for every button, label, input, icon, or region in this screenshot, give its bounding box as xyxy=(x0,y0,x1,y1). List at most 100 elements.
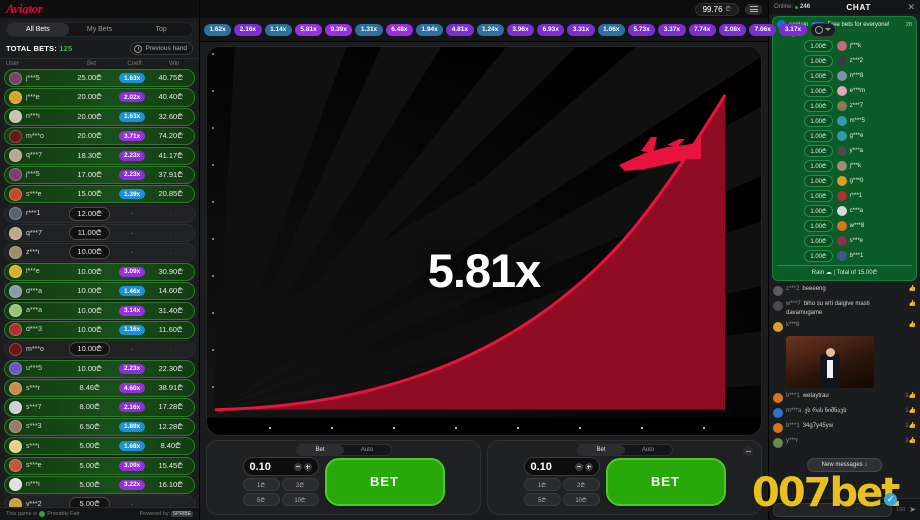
chat-input[interactable] xyxy=(773,502,893,517)
table-row[interactable]: s***e 5.00₾ 3.09x 15.45₾ xyxy=(4,456,195,475)
table-row[interactable]: s***i 5.00₾ 1.68x 8.40₾ xyxy=(4,437,195,456)
like-icon[interactable]: 👍 xyxy=(908,322,916,328)
bet-button[interactable]: BET xyxy=(324,457,445,506)
bet-mode-switch[interactable]: Bet Auto xyxy=(295,444,392,456)
quick-amount-button[interactable]: 2₾ xyxy=(562,478,600,491)
chat-messages[interactable]: z***2 beeeeng 👍 w***7 biho su erti daigive m… xyxy=(769,281,920,498)
table-row[interactable]: l***e 10.00₾ 3.09x 30.90₾ xyxy=(4,262,195,281)
table-row[interactable]: r***1 12.00₾ · · xyxy=(4,204,195,223)
mode-bet[interactable]: Bet xyxy=(296,445,344,455)
rain-user-name: g***0 xyxy=(849,177,864,184)
like-icon[interactable]: 1👍 xyxy=(905,423,916,429)
table-row[interactable]: s***3 6.50₾ 1.89x 12.28₾ xyxy=(4,417,195,436)
like-icon[interactable]: 1👍 xyxy=(905,438,916,444)
tab-my-bets[interactable]: My Bets xyxy=(86,26,113,33)
bet-amount-input[interactable]: 0.10 xyxy=(523,457,600,476)
burger-menu-icon[interactable] xyxy=(745,3,762,15)
quick-amount-button[interactable]: 10₾ xyxy=(281,493,319,506)
table-row[interactable]: m***o 20.00₾ 3.71x 74.20₾ xyxy=(4,127,195,146)
table-row[interactable]: n***i 20.00₾ 1.63x 32.60₾ xyxy=(4,107,195,126)
bet-button[interactable]: BET xyxy=(605,457,726,506)
table-row[interactable]: s***e 15.00₾ 1.39x 20.85₾ xyxy=(4,185,195,204)
bets-table-body[interactable]: j***5 25.00₾ 1.63x 40.75₾ j***e 20.00₾ 2.02x 40… xyxy=(0,69,199,507)
bet-mode-switch[interactable]: Bet Auto xyxy=(576,444,673,456)
avatar xyxy=(9,129,22,143)
like-icon[interactable]: 👍 xyxy=(908,286,916,292)
bet-card-options-icon[interactable] xyxy=(743,446,753,456)
history-chip[interactable]: 5.73x xyxy=(627,23,656,36)
table-row[interactable]: v***2 5.00₾ · · xyxy=(4,495,195,507)
table-row[interactable]: q***7 11.00₾ · · xyxy=(4,224,195,243)
history-chip[interactable]: 1.94x xyxy=(415,23,444,36)
table-row[interactable]: m***o 10.00₾ · · xyxy=(4,340,195,359)
history-chip[interactable]: 9.39x xyxy=(325,23,353,36)
table-row[interactable]: q***7 18.30₾ 2.23x 41.17₾ xyxy=(4,146,195,165)
minus-icon[interactable] xyxy=(293,462,302,471)
table-row[interactable]: j***e 20.00₾ 2.02x 40.40₾ xyxy=(4,88,195,107)
mode-auto[interactable]: Auto xyxy=(641,447,655,453)
history-chip[interactable]: 5.81x xyxy=(294,23,323,36)
provably-fair[interactable]: This game is Provably Fair xyxy=(6,511,80,517)
plus-icon[interactable] xyxy=(303,462,312,471)
table-row[interactable]: z***i 10.00₾ · · xyxy=(4,243,195,262)
quick-amount-button[interactable]: 5₾ xyxy=(242,493,280,506)
chat-panel: Online: 246 CHAT ✕ captain new Free bets… xyxy=(768,0,920,520)
table-row[interactable]: s***r 8.46₾ 4.60x 38.91₾ xyxy=(4,379,195,398)
history-chip[interactable]: 3.37x xyxy=(658,23,686,36)
table-row[interactable]: s***7 8.00₾ 2.16x 17.28₾ xyxy=(4,398,195,417)
send-icon[interactable]: ➤ xyxy=(909,505,916,514)
history-chip[interactable]: 3.96x xyxy=(506,23,535,36)
like-icon[interactable]: 1👍 xyxy=(905,393,916,399)
history-chip[interactable]: 2.16x xyxy=(234,23,262,36)
table-row[interactable]: a***a 10.00₾ 3.14x 31.40₾ xyxy=(4,301,195,320)
mode-auto[interactable]: Auto xyxy=(360,447,374,453)
history-chip[interactable]: 3.17x xyxy=(779,23,807,36)
bet-coefficient: 3.71x xyxy=(113,131,152,142)
balance-currency: ₾ xyxy=(725,5,731,13)
history-chip[interactable]: 1.24x xyxy=(476,23,504,36)
plus-icon[interactable] xyxy=(584,462,593,471)
previous-hand-button[interactable]: Previous hand xyxy=(130,42,193,55)
history-chip[interactable]: 1.31x xyxy=(355,23,383,36)
history-chip[interactable]: 1.06x xyxy=(597,23,625,36)
history-chip[interactable]: 6.93x xyxy=(537,23,565,36)
bet-coefficient: 3.22x xyxy=(113,479,152,490)
rain-user: g***e xyxy=(836,130,885,141)
close-icon[interactable]: ✕ xyxy=(907,1,915,12)
history-chip[interactable]: 4.81x xyxy=(446,23,474,36)
quick-amount-button[interactable]: 2₾ xyxy=(281,478,319,491)
table-row[interactable]: d***3 10.00₾ 1.16x 11.60₾ xyxy=(4,320,195,340)
history-toggle-button[interactable] xyxy=(809,22,836,37)
mode-bet[interactable]: Bet xyxy=(577,445,625,455)
minus-icon[interactable] xyxy=(574,462,583,471)
history-chip[interactable]: 7.74x xyxy=(688,23,716,36)
history-chip[interactable]: 1.14x xyxy=(264,23,292,36)
table-row[interactable]: u***5 10.00₾ 2.23x 22.30₾ xyxy=(4,359,195,378)
quick-amount-button[interactable]: 5₾ xyxy=(523,493,561,506)
quick-amount-button[interactable]: 1₾ xyxy=(523,478,561,491)
like-icon[interactable]: 1👍 xyxy=(905,408,916,414)
avatar xyxy=(9,420,22,434)
table-row[interactable]: d***a 10.00₾ 1.46x 14.60₾ xyxy=(4,282,195,301)
rain-message: Free bets for everyone! xyxy=(827,21,890,28)
tab-top[interactable]: Top xyxy=(155,26,167,33)
quick-amount-button[interactable]: 1₾ xyxy=(242,478,280,491)
history-chip[interactable]: 7.06x xyxy=(749,23,777,36)
chat-message-image[interactable] xyxy=(786,336,874,388)
quick-amount-button[interactable]: 10₾ xyxy=(562,493,600,506)
history-chip[interactable]: 6.48x xyxy=(385,23,413,36)
table-row[interactable]: j***5 17.00₾ 2.23x 37.91₾ xyxy=(4,165,195,185)
balance-display[interactable]: 99.76 ₾ xyxy=(694,2,739,16)
table-row[interactable]: n***i 5.00₾ 3.22x 16.10₾ xyxy=(4,475,195,495)
history-chip[interactable]: 2.08x xyxy=(718,23,747,36)
table-row[interactable]: j***5 25.00₾ 1.63x 40.75₾ xyxy=(4,69,195,88)
avatar xyxy=(9,168,22,182)
history-chip[interactable]: 3.31x xyxy=(567,23,595,36)
history-chip[interactable]: 1.62x xyxy=(204,23,232,36)
avatar xyxy=(836,190,847,201)
like-icon[interactable]: 👍 xyxy=(908,301,916,307)
coefficient-badge: 2.23x xyxy=(118,363,146,374)
new-messages-button[interactable]: New messages ↓ xyxy=(806,458,883,472)
tab-all-bets[interactable]: All Bets xyxy=(7,23,69,36)
bet-amount-input[interactable]: 0.10 xyxy=(242,457,319,476)
